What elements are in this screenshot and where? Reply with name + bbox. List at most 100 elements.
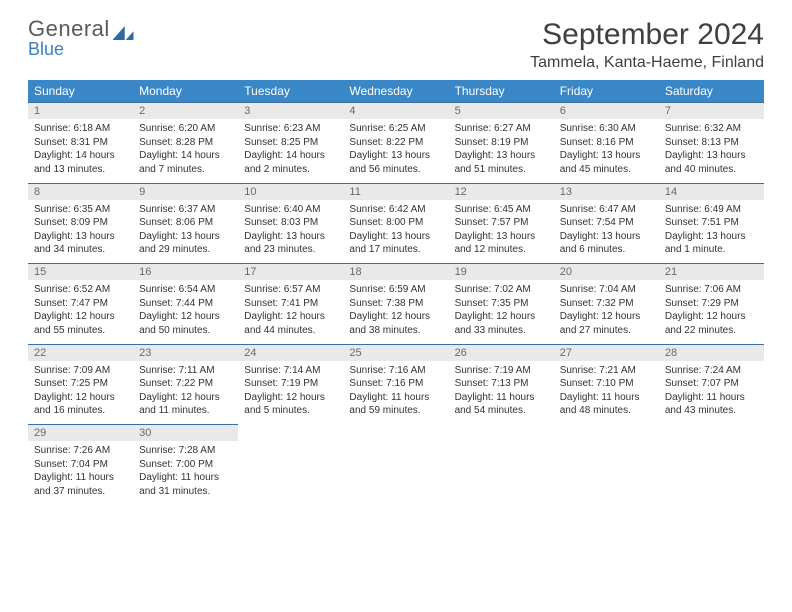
sunrise-line: Sunrise: 6:37 AM	[139, 203, 232, 217]
day-data-row: Sunrise: 6:35 AMSunset: 8:09 PMDaylight:…	[28, 200, 764, 264]
day-number-cell: 13	[554, 183, 659, 200]
day-data-cell	[659, 441, 764, 505]
sunset-line: Sunset: 7:00 PM	[139, 458, 232, 472]
weekday-header: Tuesday	[238, 80, 343, 103]
sunrise-line: Sunrise: 7:04 AM	[560, 283, 653, 297]
daylight-line: Daylight: 12 hours and 44 minutes.	[244, 310, 337, 337]
day-number-row: 15161718192021	[28, 264, 764, 281]
sunset-line: Sunset: 8:06 PM	[139, 216, 232, 230]
month-title: September 2024	[530, 18, 764, 52]
day-data-cell: Sunrise: 7:09 AMSunset: 7:25 PMDaylight:…	[28, 361, 133, 425]
day-data-cell: Sunrise: 7:24 AMSunset: 7:07 PMDaylight:…	[659, 361, 764, 425]
sunset-line: Sunset: 8:31 PM	[34, 136, 127, 150]
weekday-header-row: SundayMondayTuesdayWednesdayThursdayFrid…	[28, 80, 764, 103]
daylight-line: Daylight: 12 hours and 50 minutes.	[139, 310, 232, 337]
daylight-line: Daylight: 14 hours and 7 minutes.	[139, 149, 232, 176]
day-data-row: Sunrise: 7:09 AMSunset: 7:25 PM Daylight:…	[28, 361, 764, 425]
sunset-line: Sunset: 7:25 PM	[34, 377, 127, 391]
day-data-cell: Sunrise: 6:49 AMSunset: 7:51 PMDaylight:…	[659, 200, 764, 264]
sunset-line: Sunset: 7:35 PM	[455, 297, 548, 311]
day-number-cell	[659, 425, 764, 442]
sunset-line: Sunset: 8:09 PM	[34, 216, 127, 230]
day-number-cell: 17	[238, 264, 343, 281]
sunset-line: Sunset: 8:25 PM	[244, 136, 337, 150]
day-data-cell: Sunrise: 7:19 AMSunset: 7:13 PMDaylight:…	[449, 361, 554, 425]
day-number-cell: 20	[554, 264, 659, 281]
sunset-line: Sunset: 8:00 PM	[349, 216, 442, 230]
weekday-header: Sunday	[28, 80, 133, 103]
day-number-cell: 16	[133, 264, 238, 281]
sunset-line: Sunset: 7:10 PM	[560, 377, 653, 391]
sunset-line: Sunset: 7:13 PM	[455, 377, 548, 391]
daylight-line: Daylight: 12 hours and 55 minutes.	[34, 310, 127, 337]
sunrise-line: Sunrise: 7:26 AM	[34, 444, 127, 458]
day-data-cell: Sunrise: 6:25 AMSunset: 8:22 PMDaylight:…	[343, 119, 448, 183]
day-data-cell: Sunrise: 7:21 AMSunset: 7:10 PMDaylight:…	[554, 361, 659, 425]
day-data-cell: Sunrise: 6:30 AMSunset: 8:16 PMDaylight:…	[554, 119, 659, 183]
sunrise-line: Sunrise: 6:59 AM	[349, 283, 442, 297]
weekday-header: Wednesday	[343, 80, 448, 103]
sunrise-line: Sunrise: 7:09 AM	[34, 364, 127, 378]
day-data-cell: Sunrise: 6:45 AMSunset: 7:57 PMDaylight:…	[449, 200, 554, 264]
sunset-line: Sunset: 8:28 PM	[139, 136, 232, 150]
daylight-line: Daylight: 13 hours and 45 minutes.	[560, 149, 653, 176]
sunrise-line: Sunrise: 6:47 AM	[560, 203, 653, 217]
day-number-cell: 11	[343, 183, 448, 200]
day-number-row: 22232425262728	[28, 344, 764, 361]
day-number-cell	[554, 425, 659, 442]
day-number-cell: 10	[238, 183, 343, 200]
day-data-cell: Sunrise: 6:23 AMSunset: 8:25 PMDaylight:…	[238, 119, 343, 183]
daylight-line: Daylight: 11 hours and 31 minutes.	[139, 471, 232, 498]
sunset-line: Sunset: 7:19 PM	[244, 377, 337, 391]
sunset-line: Sunset: 7:41 PM	[244, 297, 337, 311]
day-data-row: Sunrise: 6:52 AMSunset: 7:47 PMDaylight:…	[28, 280, 764, 344]
daylight-line: Daylight: 13 hours and 40 minutes.	[665, 149, 758, 176]
sunset-line: Sunset: 7:16 PM	[349, 377, 442, 391]
day-number-row: 2930	[28, 425, 764, 442]
day-data-cell: Sunrise: 6:57 AMSunset: 7:41 PMDaylight:…	[238, 280, 343, 344]
sunrise-line: Sunrise: 7:02 AM	[455, 283, 548, 297]
sunset-line: Sunset: 7:51 PM	[665, 216, 758, 230]
day-number-cell: 15	[28, 264, 133, 281]
day-data-cell: Sunrise: 7:02 AMSunset: 7:35 PMDaylight:…	[449, 280, 554, 344]
day-number-cell: 22	[28, 344, 133, 361]
sunrise-line: Sunrise: 7:16 AM	[349, 364, 442, 378]
sunset-line: Sunset: 7:38 PM	[349, 297, 442, 311]
daylight-line: Daylight: 11 hours and 43 minutes.	[665, 391, 758, 418]
day-data-cell	[449, 441, 554, 505]
day-data-cell: Sunrise: 7:28 AMSunset: 7:00 PMDaylight:…	[133, 441, 238, 505]
daylight-line: Daylight: 13 hours and 34 minutes.	[34, 230, 127, 257]
sunset-line: Sunset: 7:57 PM	[455, 216, 548, 230]
sunrise-line: Sunrise: 7:06 AM	[665, 283, 758, 297]
day-number-cell: 7	[659, 103, 764, 120]
daylight-line: Daylight: 12 hours and 11 minutes.	[139, 391, 232, 418]
logo: General Blue	[28, 18, 134, 58]
day-data-cell	[343, 441, 448, 505]
sunset-line: Sunset: 7:04 PM	[34, 458, 127, 472]
day-data-cell: Sunrise: 7:14 AMSunset: 7:19 PMDaylight:…	[238, 361, 343, 425]
day-data-cell: Sunrise: 6:59 AMSunset: 7:38 PMDaylight:…	[343, 280, 448, 344]
sunset-line: Sunset: 8:03 PM	[244, 216, 337, 230]
daylight-line: Daylight: 11 hours and 37 minutes.	[34, 471, 127, 498]
day-data-cell: Sunrise: 6:42 AMSunset: 8:00 PMDaylight:…	[343, 200, 448, 264]
day-data-cell: Sunrise: 6:18 AMSunset: 8:31 PMDaylight:…	[28, 119, 133, 183]
sunrise-line: Sunrise: 6:23 AM	[244, 122, 337, 136]
sunrise-line: Sunrise: 6:27 AM	[455, 122, 548, 136]
sunset-line: Sunset: 7:44 PM	[139, 297, 232, 311]
day-data-cell: Sunrise: 6:20 AMSunset: 8:28 PMDaylight:…	[133, 119, 238, 183]
sunrise-line: Sunrise: 6:57 AM	[244, 283, 337, 297]
day-number-cell: 4	[343, 103, 448, 120]
day-number-cell	[449, 425, 554, 442]
day-data-row: Sunrise: 7:26 AMSunset: 7:04 PMDaylight:…	[28, 441, 764, 505]
day-data-cell	[238, 441, 343, 505]
day-number-cell: 21	[659, 264, 764, 281]
sunrise-line: Sunrise: 6:40 AM	[244, 203, 337, 217]
daylight-line: Daylight: 13 hours and 17 minutes.	[349, 230, 442, 257]
sunset-line: Sunset: 7:54 PM	[560, 216, 653, 230]
weekday-header: Saturday	[659, 80, 764, 103]
sunrise-line: Sunrise: 6:20 AM	[139, 122, 232, 136]
sunrise-line: Sunrise: 6:32 AM	[665, 122, 758, 136]
day-number-cell: 28	[659, 344, 764, 361]
daylight-line: Daylight: 13 hours and 12 minutes.	[455, 230, 548, 257]
sunrise-line: Sunrise: 6:25 AM	[349, 122, 442, 136]
